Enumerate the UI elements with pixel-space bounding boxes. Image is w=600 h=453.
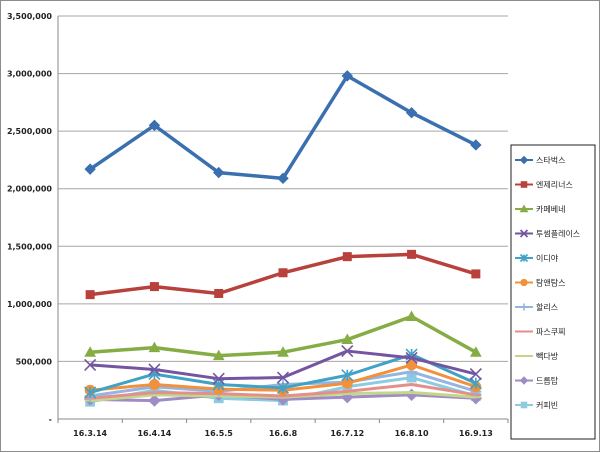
axes bbox=[57, 16, 509, 423]
series-1 bbox=[84, 70, 482, 185]
legend-marker bbox=[520, 303, 528, 311]
y-tick-label: 500,000 bbox=[16, 357, 53, 366]
series-4 bbox=[84, 345, 482, 385]
y-tick-label: - bbox=[49, 415, 52, 424]
data-point bbox=[276, 371, 290, 384]
legend-label: 투썸플레이스 bbox=[536, 229, 580, 239]
data-point bbox=[405, 107, 418, 119]
data-point bbox=[277, 346, 289, 357]
series-lines bbox=[83, 70, 483, 407]
data-point bbox=[149, 282, 159, 292]
data-point bbox=[214, 288, 224, 298]
legend-marker bbox=[519, 253, 529, 263]
data-point bbox=[212, 372, 225, 385]
legend-marker bbox=[519, 155, 529, 165]
legend-label: 이디야 bbox=[536, 253, 559, 263]
x-tick-label: 16.9.13 bbox=[459, 429, 493, 438]
legend-item: 빽다방 bbox=[515, 351, 559, 361]
data-point bbox=[148, 363, 161, 376]
legend-label: 탐앤탐스 bbox=[536, 278, 565, 288]
legend-label: 파스쿠찌 bbox=[536, 328, 565, 337]
data-point bbox=[342, 252, 352, 262]
legend-marker bbox=[520, 181, 528, 188]
y-tick-label: 3,000,000 bbox=[7, 70, 52, 79]
x-tick-label: 16.5.5 bbox=[205, 429, 234, 438]
legend-marker bbox=[520, 278, 528, 287]
data-point bbox=[405, 388, 418, 402]
y-tick-label: 1,000,000 bbox=[7, 300, 52, 309]
legend-item: 투썸플레이스 bbox=[515, 229, 580, 239]
data-point bbox=[469, 368, 482, 381]
legend-item: 이디야 bbox=[515, 253, 559, 263]
data-point bbox=[148, 394, 161, 407]
data-point bbox=[277, 172, 289, 185]
data-point bbox=[470, 139, 482, 151]
legend-label: 커피빈 bbox=[536, 401, 558, 410]
x-axis-tick-labels: 16.3.14 16.4.14 16.5.5 16.6.8 16.7.12 16.8.10… bbox=[73, 429, 493, 438]
y-tick-label: 3,500,000 bbox=[7, 12, 52, 21]
series-2 bbox=[85, 249, 481, 300]
y-axis-tick-labels: - 500,000 1,000,000 1,500,000 2,000,000 2,500… bbox=[7, 12, 52, 424]
data-point bbox=[341, 333, 354, 345]
legend-label: 드롭탑 bbox=[536, 377, 559, 386]
legend-item: 엔제리너스 bbox=[515, 180, 573, 190]
data-point bbox=[148, 379, 160, 390]
legend-label: 카페베네 bbox=[536, 204, 565, 214]
x-tick-label: 16.3.14 bbox=[73, 429, 107, 438]
data-point bbox=[84, 386, 97, 399]
data-point bbox=[85, 290, 95, 300]
legend-item: 스타벅스 bbox=[515, 155, 565, 165]
data-point bbox=[276, 381, 290, 394]
grid-lines bbox=[58, 15, 508, 362]
legend-item: 커피빈 bbox=[515, 401, 558, 410]
data-point bbox=[341, 369, 354, 382]
data-point bbox=[405, 351, 418, 365]
legend-marker bbox=[519, 229, 529, 238]
legend-item: 드롭탑 bbox=[515, 376, 559, 386]
legend: 스타벅스엔제리너스카페베네투썸플레이스이디야탐앤탐스할리스파스쿠찌빽다방드롭탑커… bbox=[510, 144, 596, 440]
data-point bbox=[407, 249, 417, 259]
series-3 bbox=[84, 310, 482, 361]
legend-marker bbox=[520, 401, 528, 409]
legend-box bbox=[510, 144, 596, 440]
data-point bbox=[212, 349, 225, 361]
data-point bbox=[471, 269, 481, 279]
data-point bbox=[148, 119, 161, 132]
data-point bbox=[84, 163, 96, 175]
y-tick-label: 1,500,000 bbox=[7, 242, 52, 251]
data-point bbox=[84, 358, 97, 371]
data-point bbox=[341, 345, 354, 358]
legend-label: 빽다방 bbox=[536, 351, 559, 361]
x-tick-label: 16.7.12 bbox=[330, 429, 364, 438]
y-tick-label: 2,000,000 bbox=[7, 185, 52, 194]
data-point bbox=[469, 377, 482, 390]
data-point bbox=[405, 310, 418, 322]
legend-item: 탐앤탐스 bbox=[515, 278, 565, 288]
legend-item: 파스쿠찌 bbox=[515, 328, 565, 337]
legend-label: 엔제리너스 bbox=[536, 180, 573, 190]
data-point bbox=[341, 70, 353, 82]
legend-marker bbox=[519, 204, 529, 213]
legend-item: 카페베네 bbox=[515, 204, 565, 214]
data-point bbox=[84, 346, 96, 357]
legend-label: 할리스 bbox=[536, 302, 558, 312]
legend-marker bbox=[519, 376, 529, 385]
data-point bbox=[148, 341, 161, 353]
legend-label: 스타벅스 bbox=[536, 155, 565, 165]
series-line bbox=[89, 74, 477, 181]
x-tick-label: 16.8.10 bbox=[395, 429, 429, 438]
data-point bbox=[278, 268, 288, 278]
data-point bbox=[212, 378, 225, 391]
legend-item: 할리스 bbox=[515, 302, 558, 312]
data-point bbox=[470, 346, 482, 357]
x-tick-label: 16.4.14 bbox=[137, 429, 171, 438]
y-tick-label: 2,500,000 bbox=[7, 127, 52, 136]
x-tick-label: 16.6.8 bbox=[269, 429, 298, 438]
data-point bbox=[213, 166, 225, 179]
